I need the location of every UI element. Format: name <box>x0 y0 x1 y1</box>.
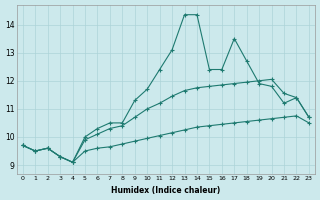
X-axis label: Humidex (Indice chaleur): Humidex (Indice chaleur) <box>111 186 220 195</box>
